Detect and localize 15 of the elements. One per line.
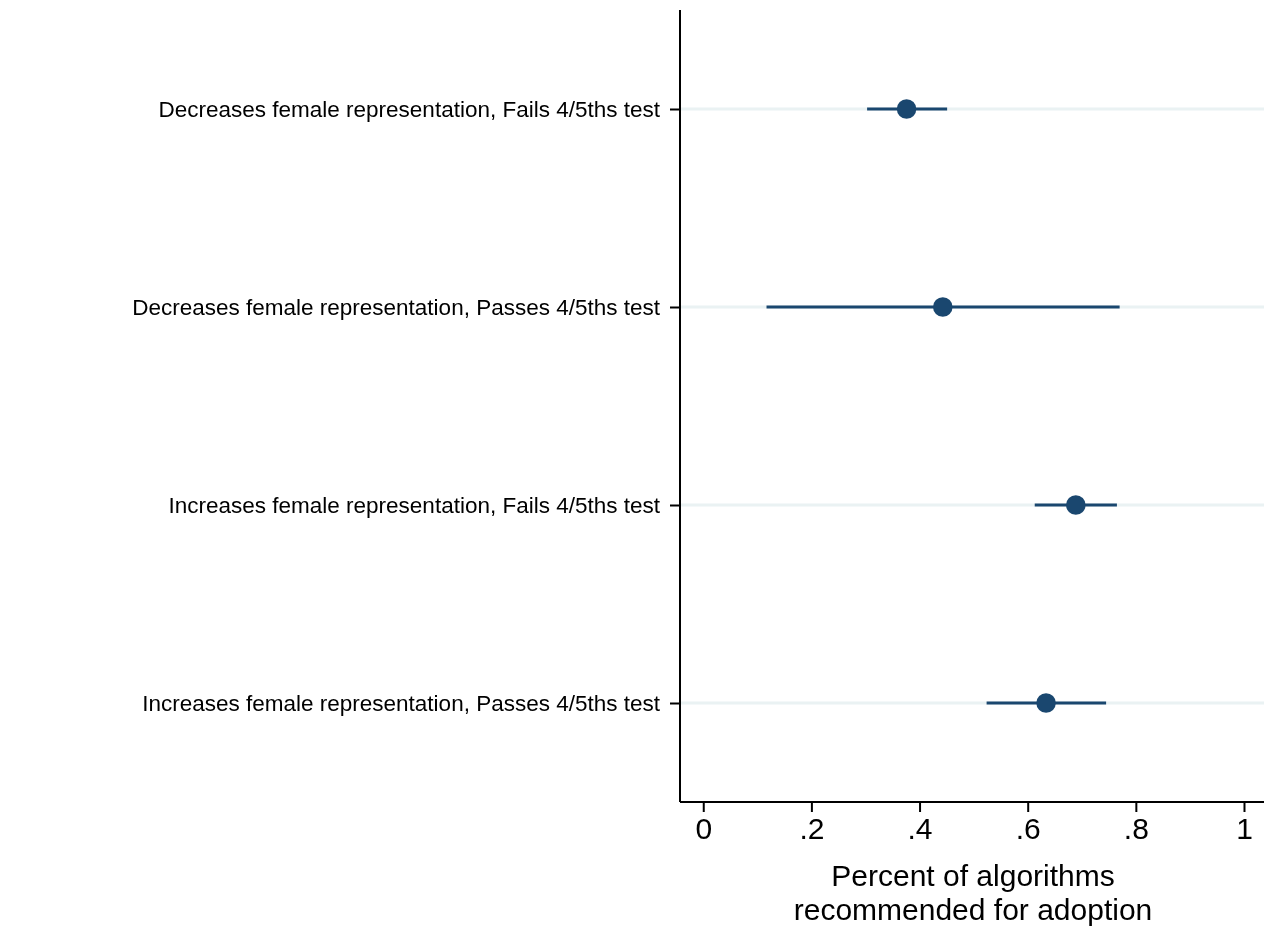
y-tick-label: Decreases female representation, Passes 4/5ths test (132, 294, 661, 320)
y-tick-label: Increases female representation, Passes 4/5ths test (142, 690, 661, 716)
point (1066, 495, 1086, 515)
x-tick-label: .2 (799, 812, 825, 846)
y-tick-label: Increases female representation, Fails 4/5ths test (168, 492, 661, 518)
x-tick-label: 0 (695, 812, 713, 846)
point (933, 297, 953, 317)
x-tick-label: 1 (1236, 812, 1253, 846)
point (896, 99, 917, 119)
x-tick-label: .4 (907, 812, 933, 846)
x-tick-label: .8 (1123, 812, 1149, 846)
y-tick-label: Decreases female representation, Fails 4/5ths test (158, 96, 661, 122)
point (1036, 693, 1056, 713)
x-axis-title: Percent of algorithms recommended for adoption (793, 859, 1153, 926)
x-tick-label: .6 (1015, 812, 1041, 846)
